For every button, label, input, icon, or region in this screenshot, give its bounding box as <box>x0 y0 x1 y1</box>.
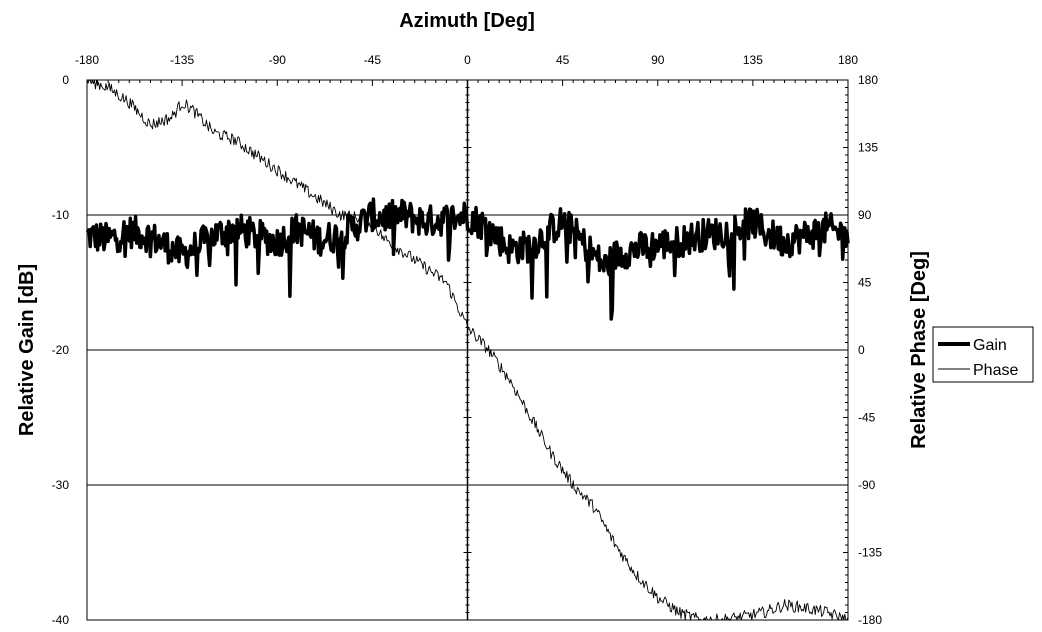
y-left-tick-label: -20 <box>52 343 70 357</box>
y-left-tick-label: 0 <box>62 73 69 87</box>
x-tick-label: 90 <box>651 53 665 67</box>
y-left-tick-label: -10 <box>52 208 70 222</box>
y-axis-right-ticks: 180 135 90 45 0 -45 -90 -135 -180 <box>843 73 882 627</box>
x-axis-ticks: -180 -135 -90 -45 0 45 90 135 180 <box>75 53 858 86</box>
y-right-tick-label: -90 <box>858 478 876 492</box>
series-line-gain <box>85 197 850 321</box>
x-tick-label: -135 <box>170 53 194 67</box>
y-left-tick-label: -40 <box>52 613 70 627</box>
legend-label-phase: Phase <box>973 362 1018 379</box>
y-right-tick-label: -180 <box>858 613 882 627</box>
y-right-tick-label: -135 <box>858 546 882 560</box>
x-axis-title: Azimuth [Deg] <box>399 10 535 32</box>
y-right-tick-label: -45 <box>858 411 876 425</box>
x-tick-label: 0 <box>464 53 471 67</box>
legend: Gain Phase <box>932 326 1034 383</box>
x-tick-label: -45 <box>364 53 382 67</box>
y-right-tick-label: 90 <box>858 208 872 222</box>
y-left-tick-label: -30 <box>52 478 70 492</box>
legend-label-gain: Gain <box>973 337 1007 354</box>
zero-axis <box>463 79 472 621</box>
x-tick-label: 135 <box>743 53 763 67</box>
x-tick-label: -90 <box>269 53 287 67</box>
y-axis-left-ticks: 0 -10 -20 -30 -40 <box>52 73 70 627</box>
series-line-phase <box>86 79 849 621</box>
y-axis-left-title: Relative Gain [dB] <box>16 264 38 436</box>
x-tick-label: -180 <box>75 53 99 67</box>
y-axis-right-title: Relative Phase [Deg] <box>908 251 930 449</box>
x-tick-label: 180 <box>838 53 858 67</box>
y-right-tick-label: 180 <box>858 73 878 87</box>
y-right-tick-label: 0 <box>858 343 865 357</box>
series-lines <box>85 79 850 621</box>
y-right-tick-label: 135 <box>858 141 878 155</box>
x-tick-label: 45 <box>556 53 570 67</box>
legend-box <box>932 326 1034 383</box>
y-right-tick-label: 45 <box>858 276 872 290</box>
